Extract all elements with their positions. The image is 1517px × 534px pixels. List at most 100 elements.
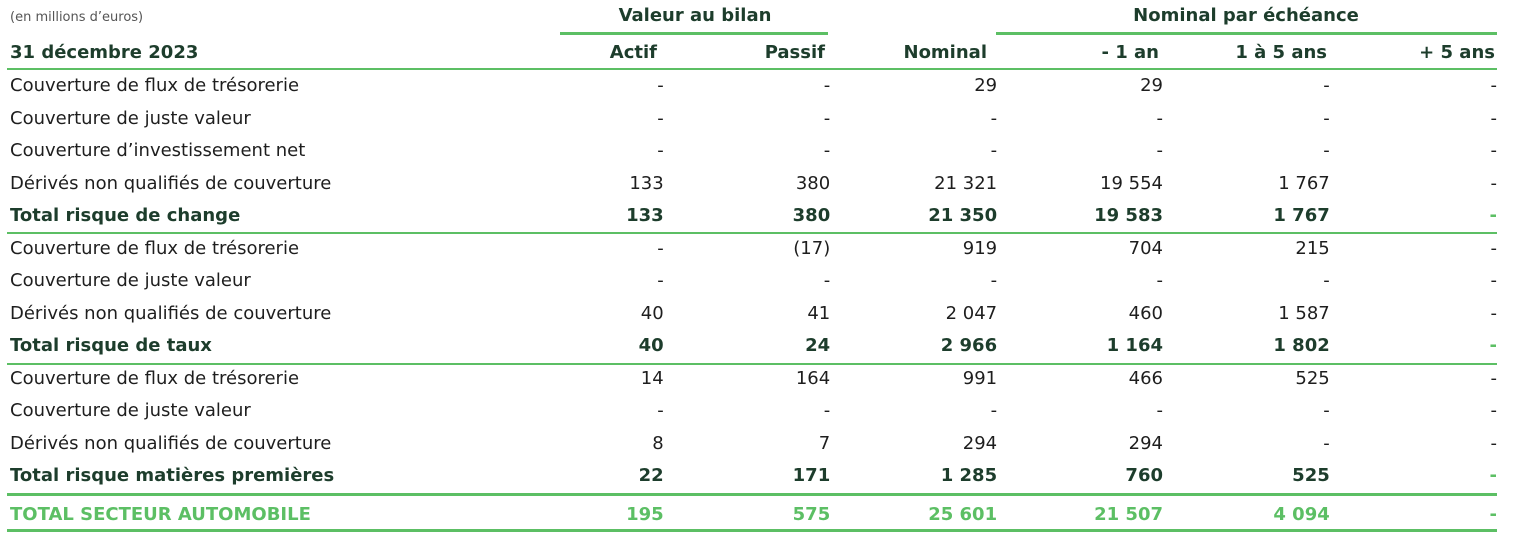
cell-actif: 22: [638, 465, 664, 487]
cell-nominal: 991: [962, 367, 998, 389]
header-plus-5-ans: + 5 ans: [1419, 42, 1495, 63]
cell-moins-1-an: 21 507: [1094, 503, 1163, 525]
table-row: Couverture de flux de trésorerie - (17) …: [0, 233, 1497, 266]
table-row: Couverture de juste valeur - - - - - -: [0, 395, 1497, 428]
row-label: Dérivés non qualifiés de couverture: [10, 432, 332, 454]
table-row: Couverture de juste valeur - - - - - -: [0, 103, 1497, 136]
cell-passif: 7: [818, 432, 831, 454]
total-row-matieres: Total risque matières premières 22 171 1…: [0, 460, 1497, 493]
cell-passif: (17): [793, 237, 831, 259]
cell-actif: -: [657, 75, 664, 97]
cell-passif: -: [823, 75, 831, 97]
cell-actif: -: [657, 140, 664, 162]
cell-plus-5-ans: -: [1490, 400, 1498, 422]
cell-plus-5-ans: -: [1490, 75, 1498, 97]
header-moins-1-an: - 1 an: [1101, 42, 1160, 63]
cell-nominal: 1 285: [940, 465, 998, 487]
cell-moins-1-an: 19 554: [1100, 172, 1163, 194]
rule-after-change: [7, 232, 1497, 234]
cell-plus-5-ans: -: [1490, 367, 1498, 389]
row-label: Dérivés non qualifiés de couverture: [10, 172, 332, 194]
cell-passif: -: [823, 270, 831, 292]
cell-1-a-5-ans: -: [1323, 432, 1330, 454]
cell-moins-1-an: -: [1156, 140, 1164, 162]
cell-plus-5-ans: -: [1490, 432, 1498, 454]
cell-nominal: 21 321: [934, 172, 998, 194]
cell-plus-5-ans: -: [1490, 107, 1498, 129]
cell-plus-5-ans: -: [1489, 205, 1497, 227]
cell-moins-1-an: 1 164: [1106, 335, 1163, 357]
cell-1-a-5-ans: 525: [1295, 367, 1330, 389]
cell-nominal: -: [990, 107, 998, 129]
cell-nominal: -: [990, 270, 998, 292]
row-label: Total risque matières premières: [10, 465, 335, 487]
group-header-nominal-par-echeance: Nominal par échéance: [1133, 5, 1359, 26]
cell-actif: 40: [640, 302, 664, 324]
total-row-change: Total risque de change 133 380 21 350 19…: [0, 200, 1497, 233]
header-date: 31 décembre 2023: [10, 42, 199, 63]
cell-1-a-5-ans: 215: [1295, 237, 1330, 259]
group-underline-nominal: [996, 32, 1497, 35]
cell-nominal: 919: [962, 237, 998, 259]
header-1-a-5-ans: 1 à 5 ans: [1235, 42, 1327, 63]
cell-1-a-5-ans: -: [1323, 140, 1330, 162]
cell-plus-5-ans: -: [1489, 503, 1497, 525]
row-label: Couverture d’investissement net: [10, 140, 306, 162]
cell-actif: 133: [629, 172, 664, 194]
cell-passif: 164: [795, 367, 831, 389]
cell-actif: 133: [626, 205, 664, 227]
cell-1-a-5-ans: 1 802: [1273, 335, 1330, 357]
cell-nominal: 2 047: [945, 302, 998, 324]
row-label: TOTAL SECTEUR AUTOMOBILE: [10, 503, 311, 525]
table-row: Dérivés non qualifiés de couverture 133 …: [0, 168, 1497, 201]
cell-passif: 41: [807, 302, 831, 324]
cell-passif: -: [823, 400, 831, 422]
cell-plus-5-ans: -: [1490, 172, 1498, 194]
cell-passif: 380: [792, 205, 831, 227]
cell-nominal: 25 601: [928, 503, 998, 525]
cell-1-a-5-ans: -: [1323, 270, 1330, 292]
cell-actif: 8: [652, 432, 664, 454]
cell-passif: 171: [792, 465, 831, 487]
rule-after-taux: [7, 363, 1497, 365]
row-label: Couverture de juste valeur: [10, 400, 251, 422]
cell-actif: -: [657, 237, 664, 259]
row-label: Couverture de juste valeur: [10, 107, 251, 129]
cell-actif: -: [657, 270, 664, 292]
cell-actif: 40: [638, 335, 664, 357]
header-nominal: Nominal: [903, 42, 988, 63]
cell-moins-1-an: -: [1156, 270, 1164, 292]
cell-actif: -: [657, 400, 664, 422]
rule-bottom: [7, 529, 1497, 532]
cell-moins-1-an: 294: [1128, 432, 1163, 454]
cell-1-a-5-ans: 1 767: [1278, 172, 1330, 194]
table-row: Couverture de flux de trésorerie - - 29 …: [0, 70, 1497, 103]
cell-nominal: -: [990, 140, 998, 162]
cell-nominal: -: [990, 400, 998, 422]
row-label: Total risque de change: [10, 205, 241, 227]
cell-passif: 380: [795, 172, 831, 194]
table-row: Couverture d’investissement net - - - - …: [0, 135, 1497, 168]
group-underline-valeur: [560, 32, 828, 35]
cell-moins-1-an: 29: [1140, 75, 1163, 97]
cell-1-a-5-ans: 525: [1292, 465, 1330, 487]
cell-moins-1-an: -: [1156, 400, 1164, 422]
row-label: Couverture de flux de trésorerie: [10, 367, 300, 389]
table-row: Dérivés non qualifiés de couverture 40 4…: [0, 298, 1497, 331]
table-row: Couverture de juste valeur - - - - - -: [0, 265, 1497, 298]
cell-1-a-5-ans: -: [1323, 400, 1330, 422]
header-rule: [7, 68, 1497, 70]
cell-plus-5-ans: -: [1490, 140, 1498, 162]
cell-1-a-5-ans: 4 094: [1273, 503, 1330, 525]
cell-passif: 575: [792, 503, 831, 525]
cell-moins-1-an: 466: [1128, 367, 1163, 389]
cell-plus-5-ans: -: [1490, 302, 1498, 324]
cell-actif: -: [657, 107, 664, 129]
row-label: Couverture de flux de trésorerie: [10, 75, 300, 97]
cell-plus-5-ans: -: [1489, 465, 1497, 487]
row-label: Total risque de taux: [10, 335, 212, 357]
cell-passif: -: [823, 140, 831, 162]
cell-moins-1-an: 760: [1125, 465, 1163, 487]
cell-moins-1-an: -: [1156, 107, 1164, 129]
grand-total-row: TOTAL SECTEUR AUTOMOBILE 195 575 25 601 …: [0, 493, 1497, 532]
